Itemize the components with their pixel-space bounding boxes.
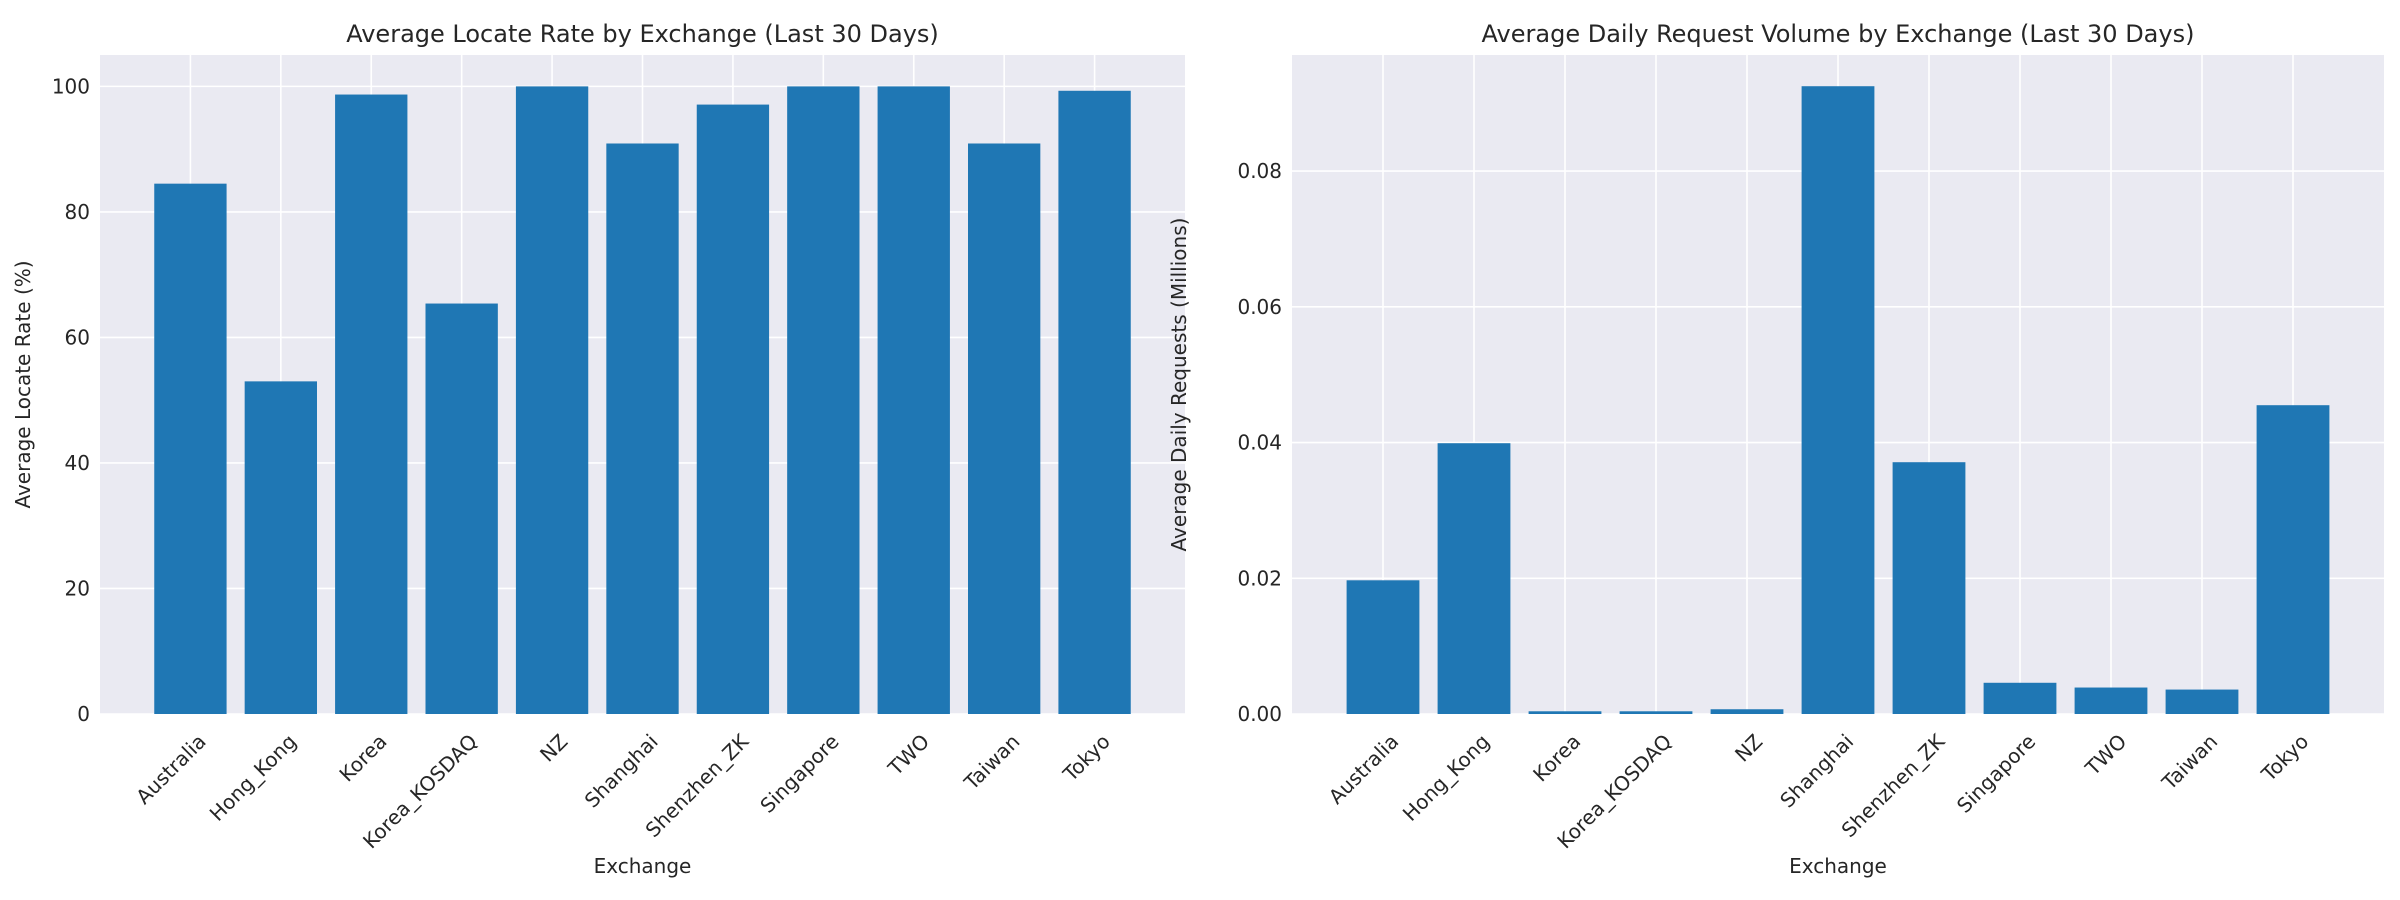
bars	[154, 86, 1131, 715]
chart-title: Average Daily Request Volume by Exchange…	[1482, 20, 2195, 48]
x-tick-label: Shanghai	[580, 729, 663, 812]
x-tick-label: Tokyo	[1058, 729, 1115, 786]
x-tick-label: Singapore	[1952, 729, 2040, 817]
x-axis-label: Exchange	[1789, 854, 1887, 878]
y-tick-label: 100	[52, 74, 90, 98]
x-tick-label: NZ	[535, 729, 572, 766]
x-tick-label: Hong_Kong	[1398, 729, 1494, 825]
bar-shenzhen-zk	[696, 104, 770, 714]
y-tick-labels: 0.00 0.02 0.04 0.06 0.08	[1237, 159, 1282, 726]
x-tick-label: Tokyo	[2256, 729, 2313, 786]
y-tick-label: 0.08	[1237, 159, 1282, 183]
chart-title: Average Locate Rate by Exchange (Last 30…	[346, 20, 939, 48]
y-tick-label: 60	[65, 325, 90, 349]
bar-singapore	[787, 86, 860, 714]
y-axis-label: Average Daily Requests (Millions)	[1167, 218, 1191, 552]
y-tick-label: 40	[65, 451, 90, 475]
bar-two	[2074, 687, 2148, 714]
x-tick-label: NZ	[1730, 729, 1767, 766]
x-tick-label: Singapore	[755, 729, 843, 817]
bar-korea-kosdaq	[425, 303, 498, 714]
bar-two	[877, 86, 950, 714]
bar-australia	[1346, 580, 1420, 714]
x-tick-label: Shanghai	[1775, 729, 1858, 812]
x-tick-label: Korea	[1528, 729, 1585, 786]
y-axis-label: Average Locate Rate (%)	[11, 260, 35, 508]
x-tick-label: TWO	[2080, 729, 2131, 780]
y-tick-label: 20	[65, 576, 90, 600]
bar-tokyo	[2256, 405, 2330, 714]
bar-taiwan	[968, 143, 1041, 715]
x-tick-label: Australia	[131, 729, 211, 809]
y-tick-label: 0.04	[1237, 431, 1282, 455]
x-axis-label: Exchange	[594, 854, 692, 878]
x-tick-label: Taiwan	[959, 729, 1025, 795]
y-tick-label: 80	[65, 200, 90, 224]
y-tick-label: 0.00	[1237, 702, 1282, 726]
x-tick-label: Taiwan	[2157, 729, 2223, 795]
bar-hong-kong	[1437, 443, 1511, 714]
x-tick-label: Korea	[334, 729, 391, 786]
x-tick-label: Hong_Kong	[205, 729, 301, 825]
bar-taiwan	[2165, 689, 2239, 714]
bar-korea-kosdaq	[1619, 711, 1693, 714]
x-tick-label: Australia	[1324, 729, 1404, 809]
y-tick-label: 0.02	[1237, 566, 1282, 590]
x-tick-label: TWO	[883, 729, 934, 780]
bar-australia	[154, 183, 227, 714]
bar-nz	[1710, 709, 1784, 714]
y-tick-labels: 0 20 40 60 80 100	[52, 74, 90, 726]
bar-nz	[515, 86, 589, 714]
bar-korea	[335, 94, 408, 715]
y-tick-label: 0.06	[1237, 295, 1282, 319]
bar-tokyo	[1058, 90, 1131, 714]
bar-korea	[1528, 711, 1602, 714]
bar-shanghai	[1801, 86, 1875, 714]
bars	[1346, 86, 2330, 714]
bar-singapore	[1983, 682, 2057, 714]
y-tick-label: 0	[77, 702, 90, 726]
bar-hong-kong	[244, 381, 317, 714]
bar-shanghai	[606, 143, 679, 715]
bar-shenzhen-zk	[1892, 462, 1966, 714]
